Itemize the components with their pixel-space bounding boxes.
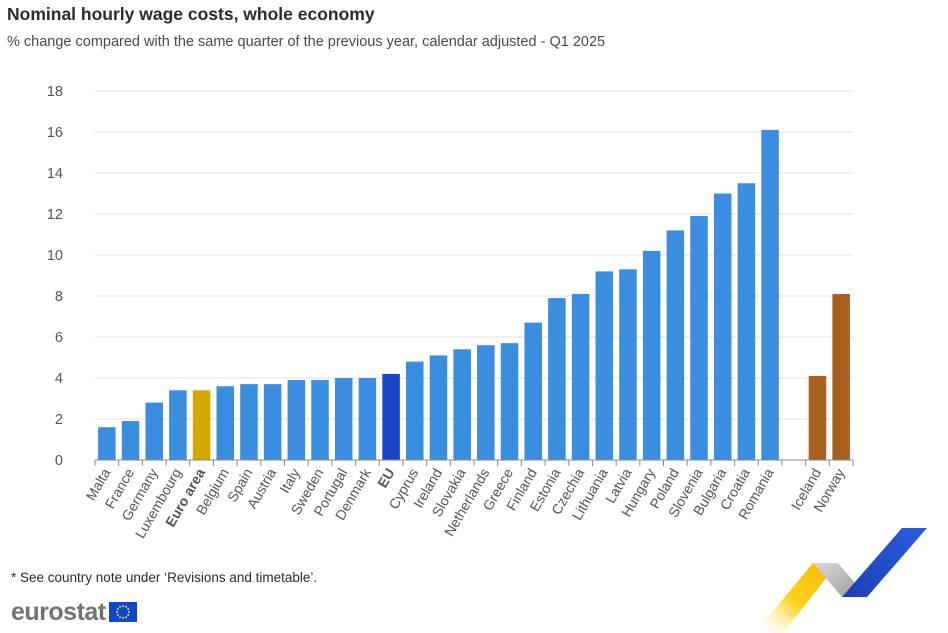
bar-luxembourg [169, 390, 187, 460]
bar-spain [240, 384, 258, 460]
bar-czechia [571, 293, 590, 460]
bar-greece [500, 343, 519, 460]
y-tick-label: 18 [47, 84, 63, 100]
bar-ireland [429, 355, 448, 460]
y-axis-ticks: 0 2 4 6 8 10 12 14 16 18 [47, 84, 63, 469]
logo-text: eurostat [11, 597, 106, 626]
y-tick-label: 0 [55, 453, 63, 469]
bar-cyprus [406, 361, 424, 460]
x-axis [94, 459, 854, 466]
eurostat-ribbon-decoration [755, 528, 927, 633]
y-tick-label: 16 [47, 125, 63, 141]
footnote: * See country note under ‘Revisions and … [11, 570, 318, 585]
bar-bulgaria [713, 193, 732, 460]
bar-italy [287, 380, 306, 460]
y-tick-label: 12 [47, 207, 63, 223]
bar-estonia [548, 298, 566, 460]
chart-title: Nominal hourly wage costs, whole economy [7, 4, 375, 24]
bar-eu [382, 373, 400, 460]
bar-slovakia [453, 349, 471, 460]
bar-slovenia [690, 216, 708, 460]
x-tick-label: EU [374, 466, 398, 491]
bar-germany [145, 402, 163, 460]
y-tick-label: 8 [55, 289, 63, 305]
bar-sweden [311, 380, 329, 460]
y-tick-label: 4 [55, 371, 63, 387]
bar-netherlands [477, 345, 495, 460]
bar-chart: 0 2 4 6 8 10 12 14 16 18 MaltaFranceGermanyLuxemb… [47, 84, 854, 541]
y-tick-label: 2 [55, 412, 63, 428]
bar-croatia [737, 183, 756, 460]
bar-iceland [808, 375, 827, 460]
bar-malta [98, 427, 116, 460]
bar-hungary [642, 250, 661, 460]
y-tick-label: 14 [47, 166, 63, 182]
bar-latvia [619, 269, 637, 460]
bar-france [121, 421, 140, 460]
bars [98, 129, 850, 460]
bar-lithuania [595, 271, 614, 460]
bar-euro-area [192, 390, 211, 460]
bar-romania [761, 129, 779, 460]
bar-finland [524, 322, 542, 460]
bar-belgium [216, 386, 235, 460]
bar-austria [263, 384, 282, 460]
eu-flag-icon [108, 602, 137, 622]
chart-subtitle: % change compared with the same quarter … [7, 34, 606, 50]
eurostat-logo: eurostat [11, 598, 137, 626]
bar-norway [832, 293, 850, 460]
y-tick-label: 10 [47, 248, 63, 264]
bar-poland [666, 230, 685, 460]
bar-portugal [334, 378, 353, 460]
bar-denmark [358, 378, 377, 460]
y-tick-label: 6 [55, 330, 63, 346]
